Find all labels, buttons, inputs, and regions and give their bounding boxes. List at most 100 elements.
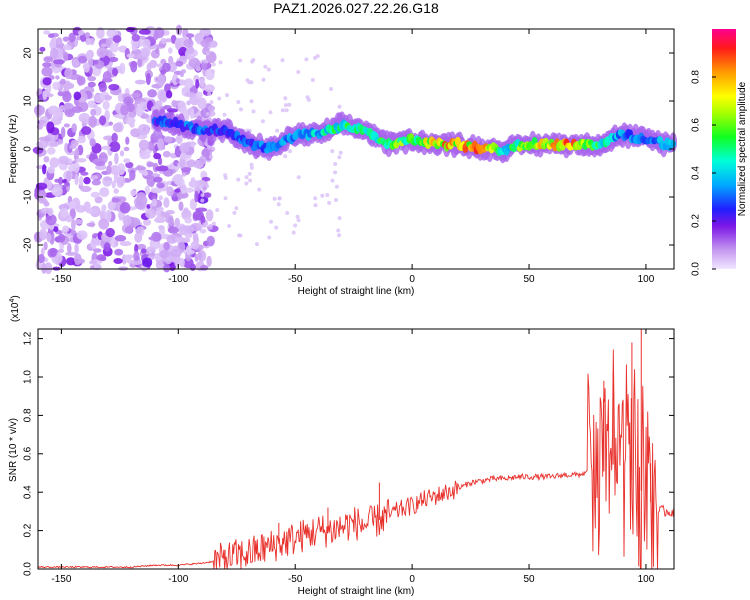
- spectrogram-cell: [126, 53, 136, 58]
- spectrogram-cell: [113, 258, 123, 264]
- spectrogram-cell: [244, 175, 249, 180]
- spectrogram-cell: [123, 146, 130, 152]
- spectrogram-cell: [284, 108, 289, 113]
- spectrogram-cell: [85, 208, 98, 214]
- spectrogram-cell: [99, 187, 110, 198]
- spectrogram-cell: [87, 81, 96, 88]
- snr-lines: [37, 329, 675, 570]
- spectrogram-cell: [101, 204, 107, 212]
- spectrogram-cell: [42, 62, 52, 68]
- spectrogram-cell: [293, 223, 298, 228]
- snr-x-tick-label: 50: [523, 574, 535, 585]
- spectrogram-cell: [181, 87, 190, 93]
- spectrogram-cell: [192, 232, 199, 243]
- colorbar-tick-label: 0.0: [691, 262, 702, 276]
- spectrogram-cell: [179, 71, 184, 78]
- spectrogram-cell: [130, 189, 137, 197]
- spectrogram-cell: [62, 36, 70, 42]
- colorbar-ticks: 0.0 0.2 0.4 0.6 0.8: [691, 70, 716, 276]
- spectrogram-cell: [89, 265, 95, 270]
- spectrogram-cell: [96, 27, 105, 39]
- spectrogram-cell: [183, 38, 194, 48]
- spectrogram-cell: [46, 83, 52, 94]
- snr-x-tick-label: 0: [409, 574, 415, 585]
- spectrogram-cell: [64, 182, 70, 187]
- spectrogram-cell: [154, 27, 165, 39]
- spectrogram-cell: [208, 223, 213, 228]
- spectrogram-cell: [156, 182, 165, 189]
- spectrogram-cell: [207, 105, 216, 112]
- snr-x-tick-label: -50: [288, 574, 303, 585]
- spectrogram-cell: [304, 57, 309, 62]
- spectrogram-cell: [185, 33, 195, 38]
- spectrogram-cell: [266, 67, 271, 72]
- spectrogram-cell: [47, 147, 56, 155]
- spectrogram-cell: [46, 121, 55, 134]
- spectrogram-cell: [280, 108, 285, 113]
- spectrogram-cell: [86, 222, 96, 227]
- snr-y-tick-label: 0.4: [23, 485, 34, 499]
- snr-y-tick-label: 0.2: [23, 523, 34, 537]
- spectrogram-cell: [200, 183, 205, 188]
- spectrogram-cell: [119, 150, 125, 157]
- spectrogram-cell: [176, 191, 189, 199]
- spectrogram-cell: [49, 47, 59, 60]
- spectrogram-cell: [211, 146, 216, 151]
- spectrogram-cell: [141, 257, 153, 268]
- spectrogram-cell: [125, 26, 135, 33]
- spectrogram-cell: [158, 225, 165, 230]
- spectrogram-cell: [223, 173, 228, 178]
- spectrogram-cell: [91, 179, 102, 186]
- spectrogram-cell: [205, 51, 210, 56]
- spectrogram-cell: [51, 186, 63, 197]
- spectrogram-cell: [83, 176, 91, 185]
- spectrogram-cell: [194, 190, 199, 203]
- spectrogram-cell: [204, 192, 212, 198]
- spectrogram-cell: [168, 47, 173, 54]
- spectrogram-cell: [114, 248, 124, 256]
- spectrogram-cell: [103, 177, 113, 181]
- spectrogram-cell: [177, 100, 187, 113]
- spectrogram-cell: [313, 203, 318, 208]
- spectrogram-cell: [135, 226, 145, 237]
- spectrogram-cell: [199, 155, 207, 165]
- spectrogram-cell: [111, 132, 118, 143]
- spectrogram-cell: [37, 253, 45, 264]
- spectrogram-y-tick-label: -10: [23, 189, 34, 204]
- spectrogram-cell: [152, 128, 163, 141]
- colorbar-tick-label: 0.6: [691, 118, 702, 132]
- spectrogram-cell: [33, 105, 45, 116]
- spectrogram-cell: [83, 62, 90, 73]
- spectrogram-cell: [249, 165, 254, 170]
- spectrogram-cell: [158, 157, 163, 166]
- spectrogram-cell: [320, 193, 325, 198]
- spectrogram-cell: [296, 70, 301, 74]
- spectrogram-cell: [88, 115, 97, 128]
- spectrogram-cell: [69, 201, 76, 209]
- spectrogram-x-tick-label: 0: [409, 274, 415, 285]
- spectrogram-cell: [123, 158, 131, 164]
- spectrogram-cell: [83, 201, 91, 212]
- spectrogram-cell: [201, 149, 210, 158]
- spectrogram-cell: [70, 139, 79, 147]
- svg-text:(x104): (x104): [9, 295, 21, 322]
- spectrogram-cell: [131, 43, 139, 51]
- spectrogram-cell: [49, 157, 60, 168]
- spectrogram-cell: [215, 208, 220, 212]
- spectrogram-cell: [53, 59, 65, 65]
- spectrogram-cell: [261, 77, 266, 82]
- spectrogram-cell: [167, 226, 179, 234]
- spectrogram-cell: [222, 112, 227, 117]
- spectrogram-cell: [180, 183, 187, 194]
- spectrogram-cell: [137, 124, 150, 136]
- spectrogram-cell: [77, 30, 85, 36]
- spectrogram-cell: [199, 28, 211, 37]
- spectrogram-cell: [99, 210, 105, 220]
- spectrogram-cell: [102, 71, 112, 83]
- spectrogram-cells: [32, 24, 678, 275]
- spectrogram-cell: [123, 96, 134, 106]
- spectrogram-cell: [159, 250, 170, 259]
- spectrogram-cell: [195, 78, 200, 89]
